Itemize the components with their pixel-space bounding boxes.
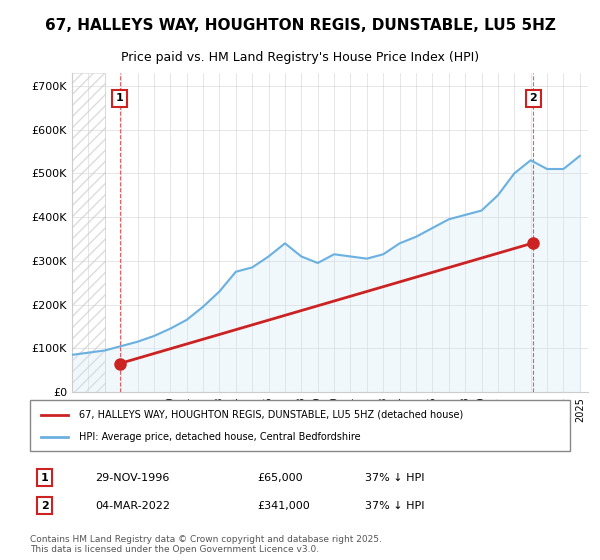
Text: 2: 2 [41, 501, 49, 511]
Text: HPI: Average price, detached house, Central Bedfordshire: HPI: Average price, detached house, Cent… [79, 432, 360, 442]
Bar [72, 73, 105, 392]
Text: 1: 1 [41, 473, 49, 483]
FancyBboxPatch shape [30, 400, 570, 451]
Text: Price paid vs. HM Land Registry's House Price Index (HPI): Price paid vs. HM Land Registry's House … [121, 51, 479, 64]
Text: 2: 2 [530, 94, 538, 104]
Text: Contains HM Land Registry data © Crown copyright and database right 2025.
This d: Contains HM Land Registry data © Crown c… [30, 535, 382, 554]
Text: 29-NOV-1996: 29-NOV-1996 [95, 473, 169, 483]
Text: 1: 1 [116, 94, 124, 104]
Text: £341,000: £341,000 [257, 501, 310, 511]
Text: 37% ↓ HPI: 37% ↓ HPI [365, 501, 424, 511]
Text: 67, HALLEYS WAY, HOUGHTON REGIS, DUNSTABLE, LU5 5HZ: 67, HALLEYS WAY, HOUGHTON REGIS, DUNSTAB… [44, 18, 556, 33]
Text: 37% ↓ HPI: 37% ↓ HPI [365, 473, 424, 483]
Text: 04-MAR-2022: 04-MAR-2022 [95, 501, 170, 511]
Text: 67, HALLEYS WAY, HOUGHTON REGIS, DUNSTABLE, LU5 5HZ (detached house): 67, HALLEYS WAY, HOUGHTON REGIS, DUNSTAB… [79, 409, 463, 419]
Text: £65,000: £65,000 [257, 473, 302, 483]
